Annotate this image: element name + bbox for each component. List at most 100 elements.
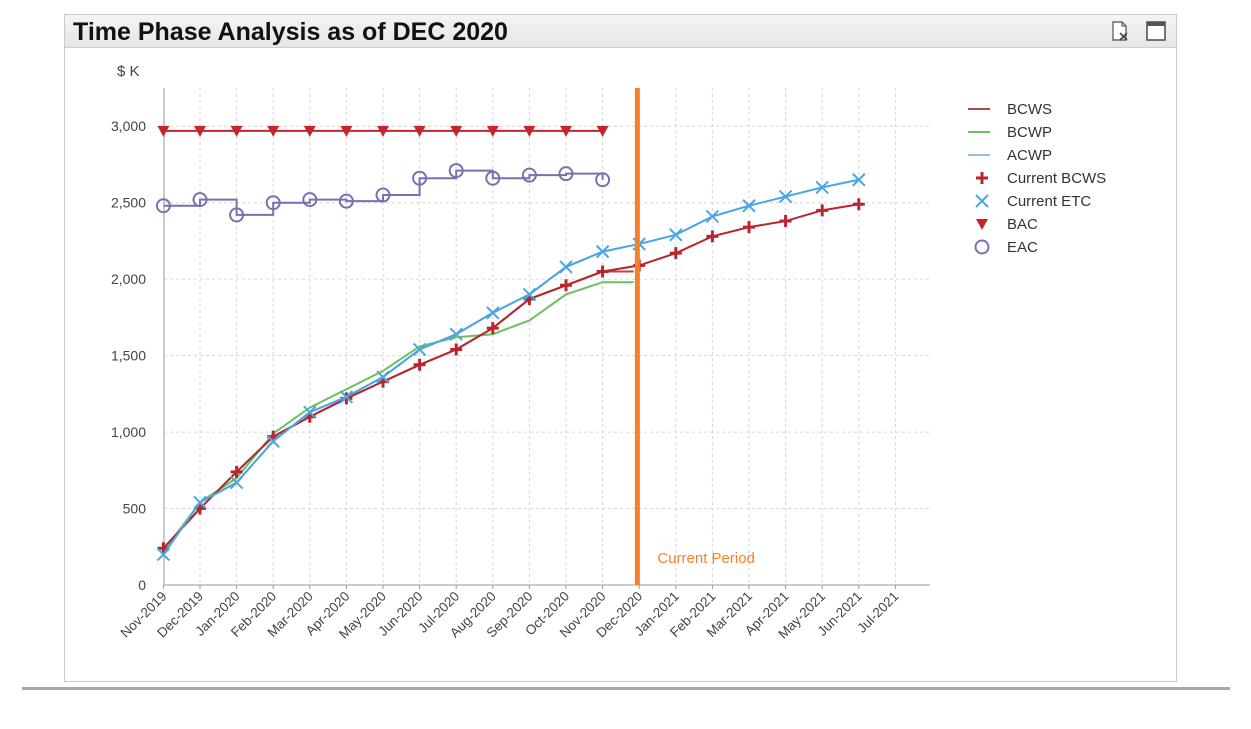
data-point	[303, 405, 317, 419]
annotation-layer: Current Period	[634, 88, 755, 585]
data-point	[448, 163, 464, 179]
chart-axes	[162, 88, 930, 589]
data-point	[157, 125, 170, 137]
series-line-current-etc	[162, 178, 860, 555]
data-point	[596, 265, 609, 278]
maximize-icon[interactable]	[1145, 20, 1167, 42]
series-layer	[155, 125, 866, 562]
data-point	[779, 215, 792, 228]
y-tick-label: 1,500	[111, 348, 146, 364]
export-icon[interactable]	[1109, 20, 1131, 42]
data-point	[486, 125, 499, 137]
x-tick-labels: Nov-2019Dec-2019Jan-2020Feb-2020Mar-2020…	[118, 589, 902, 642]
legend-item: BCWP	[968, 124, 1052, 141]
y-tick-label: 1,000	[111, 424, 146, 440]
data-point	[852, 198, 865, 211]
legend-swatch	[975, 194, 989, 208]
bottom-divider	[22, 687, 1230, 690]
y-tick-labels: 0 500 1,000 1,500 2,000 2,500 3,000	[111, 118, 146, 593]
y-tick-label: 500	[123, 501, 147, 517]
current-period-label: Current Period	[657, 550, 755, 567]
data-point	[521, 167, 537, 183]
data-point	[485, 170, 501, 186]
legend-swatch	[976, 219, 988, 230]
data-point	[412, 342, 427, 357]
data-point	[229, 475, 244, 490]
data-point	[742, 199, 756, 213]
data-point	[560, 125, 572, 137]
data-point	[377, 125, 389, 137]
data-point	[595, 172, 611, 188]
data-point	[706, 230, 719, 243]
data-point	[230, 125, 243, 137]
data-point	[338, 193, 354, 209]
legend-swatch	[976, 172, 988, 184]
y-tick-label: 3,000	[111, 118, 146, 134]
data-point	[376, 370, 390, 384]
data-point	[559, 260, 573, 274]
legend-item: Current BCWS	[976, 170, 1106, 187]
legend-swatch	[974, 239, 990, 255]
data-point	[560, 279, 572, 292]
legend-label: BCWS	[1007, 101, 1052, 118]
legend-label: EAC	[1007, 239, 1038, 256]
data-point	[669, 247, 682, 260]
data-point	[193, 495, 207, 510]
data-point	[852, 173, 866, 187]
series-line-bcws	[162, 270, 634, 549]
panel-title: Time Phase Analysis as of DEC 2020	[73, 18, 508, 46]
series-line-eac	[163, 169, 604, 216]
y-tick-label: 2,500	[111, 195, 146, 211]
data-point	[815, 180, 829, 195]
chart-grid	[164, 88, 930, 585]
data-point	[413, 125, 426, 137]
legend-label: BAC	[1007, 216, 1038, 233]
data-point	[778, 189, 793, 204]
data-point	[194, 125, 206, 137]
data-point	[156, 547, 171, 562]
legend: BCWS BCWP ACWP Current BCWS Current ETC BAC EA…	[968, 101, 1106, 256]
data-point	[339, 390, 354, 404]
legend-item: ACWP	[968, 147, 1052, 164]
data-point	[375, 187, 391, 203]
series-line-current-bcws	[162, 203, 859, 549]
data-point	[669, 228, 683, 242]
data-point	[155, 198, 171, 214]
data-point	[486, 322, 499, 335]
data-point	[596, 125, 609, 137]
y-axis-label: $ K	[117, 63, 140, 80]
data-point	[230, 465, 243, 478]
legend-label: BCWP	[1007, 124, 1052, 141]
data-point	[816, 204, 829, 217]
data-point	[450, 125, 463, 137]
data-point	[265, 195, 281, 211]
panel-titlebar: Time Phase Analysis as of DEC 2020	[65, 15, 1176, 48]
legend-label: ACWP	[1007, 147, 1052, 164]
legend-item: Current ETC	[975, 193, 1091, 210]
data-point	[229, 207, 245, 223]
data-point	[449, 327, 463, 341]
data-point	[192, 192, 208, 208]
y-tick-label: 2,000	[111, 271, 146, 287]
data-point	[412, 170, 428, 186]
legend-item: BAC	[976, 216, 1038, 233]
data-point	[413, 358, 426, 371]
data-point	[267, 125, 280, 137]
data-point	[450, 343, 463, 356]
data-point	[522, 287, 537, 302]
data-point	[340, 125, 353, 137]
data-point	[558, 166, 574, 182]
data-point	[743, 221, 755, 234]
data-point	[486, 306, 500, 320]
data-point	[523, 125, 536, 137]
legend-label: Current BCWS	[1007, 170, 1106, 187]
data-point	[705, 209, 720, 224]
series-line-bcwp	[162, 281, 634, 552]
data-point	[595, 244, 610, 259]
chart-panel: Time Phase Analysis as of DEC 2020	[64, 14, 1177, 682]
data-point	[302, 192, 318, 208]
y-tick-label: 0	[138, 577, 146, 593]
legend-item: BCWS	[968, 101, 1052, 118]
legend-label: Current ETC	[1007, 193, 1091, 210]
